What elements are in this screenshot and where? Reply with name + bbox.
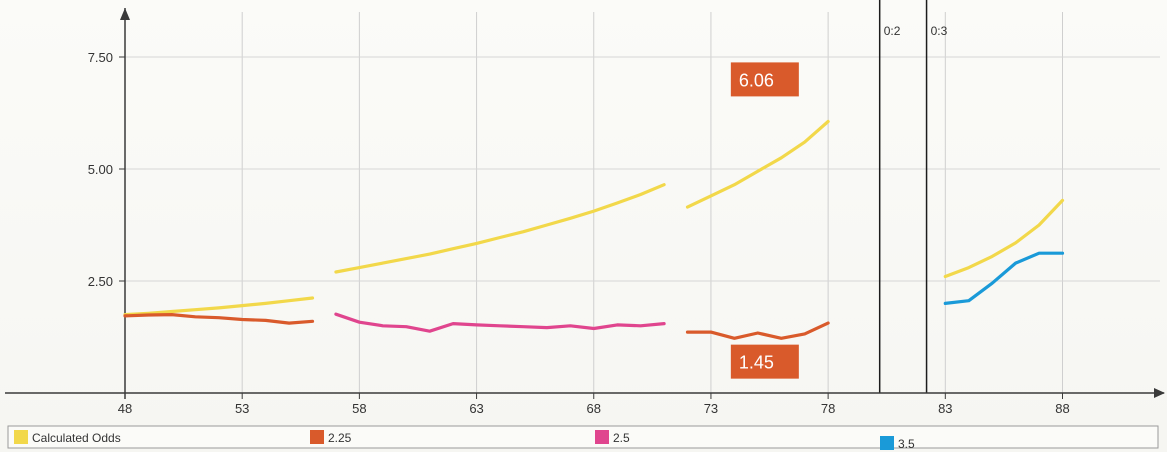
- x-tick-label: 83: [938, 401, 952, 416]
- legend-swatch: [310, 430, 324, 444]
- series-3-5: [943, 251, 1065, 305]
- legend-label: 2.5: [613, 431, 630, 445]
- y-tick-label: 5.00: [88, 162, 113, 177]
- x-tick-label: 78: [821, 401, 835, 416]
- x-tick-label: 63: [469, 401, 483, 416]
- legend-label: 2.25: [328, 431, 352, 445]
- series-line-segment: [123, 313, 315, 325]
- callout-value: 6.06: [739, 70, 774, 90]
- x-tick-label: 53: [235, 401, 249, 416]
- series-layer: [123, 119, 1065, 340]
- grid-layer: [125, 12, 1160, 393]
- legend-label: Calculated Odds: [32, 431, 121, 445]
- x-tick-label: 68: [587, 401, 601, 416]
- axis-layer: 2.50 5.00 7.50 48 53 58 63 68 73 78 83 88: [5, 8, 1165, 416]
- callout-box: [730, 344, 799, 379]
- series-line-segment: [943, 251, 1065, 305]
- callout-value: 1.45: [739, 353, 774, 373]
- legend-frame: [7, 425, 1159, 449]
- y-tick-label: 7.50: [88, 50, 113, 65]
- legend: Calculated Odds 2.25 2.5 3.5: [7, 425, 1159, 451]
- legend-swatch: [595, 430, 609, 444]
- period-marker-label: 0:2: [884, 24, 901, 38]
- legend-swatch: [880, 436, 894, 450]
- series-calculated-odds: [123, 119, 1065, 317]
- callout-box: [730, 62, 799, 97]
- series-line-segment: [334, 312, 666, 333]
- x-axis-arrow: [1154, 388, 1165, 398]
- y-tick-label: 2.50: [88, 274, 113, 289]
- period-marker-label: 0:3: [931, 24, 948, 38]
- x-tick-label: 58: [352, 401, 366, 416]
- period-marker-layer: 0:2 0:3: [878, 0, 948, 393]
- legend-label: 3.5: [898, 437, 915, 451]
- x-tick-label: 73: [704, 401, 718, 416]
- x-tick-label: 48: [118, 401, 132, 416]
- x-tick-label: 88: [1055, 401, 1069, 416]
- series-2-5: [334, 312, 666, 333]
- y-axis-arrow: [120, 8, 130, 20]
- series-line-segment: [123, 296, 315, 317]
- annotation-layer: 6.06 1.45: [730, 62, 799, 379]
- legend-swatch: [14, 430, 28, 444]
- series-line-segment: [943, 198, 1065, 279]
- series-line-segment: [685, 119, 830, 209]
- series-line-segment: [685, 321, 830, 340]
- series-line-segment: [334, 183, 666, 274]
- series-2-25: [123, 313, 830, 340]
